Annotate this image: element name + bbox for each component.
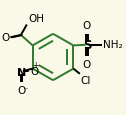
- Text: O: O: [1, 33, 9, 43]
- Text: OH: OH: [28, 14, 44, 24]
- Text: ⁻: ⁻: [24, 85, 28, 94]
- Text: O: O: [83, 60, 91, 70]
- Text: Cl: Cl: [80, 75, 91, 85]
- Text: O: O: [31, 66, 39, 76]
- Text: +: +: [33, 60, 39, 69]
- Text: NH₂: NH₂: [103, 40, 123, 50]
- Text: S: S: [83, 39, 91, 52]
- Text: O: O: [17, 85, 26, 95]
- Text: N: N: [17, 67, 26, 77]
- Text: O: O: [83, 21, 91, 31]
